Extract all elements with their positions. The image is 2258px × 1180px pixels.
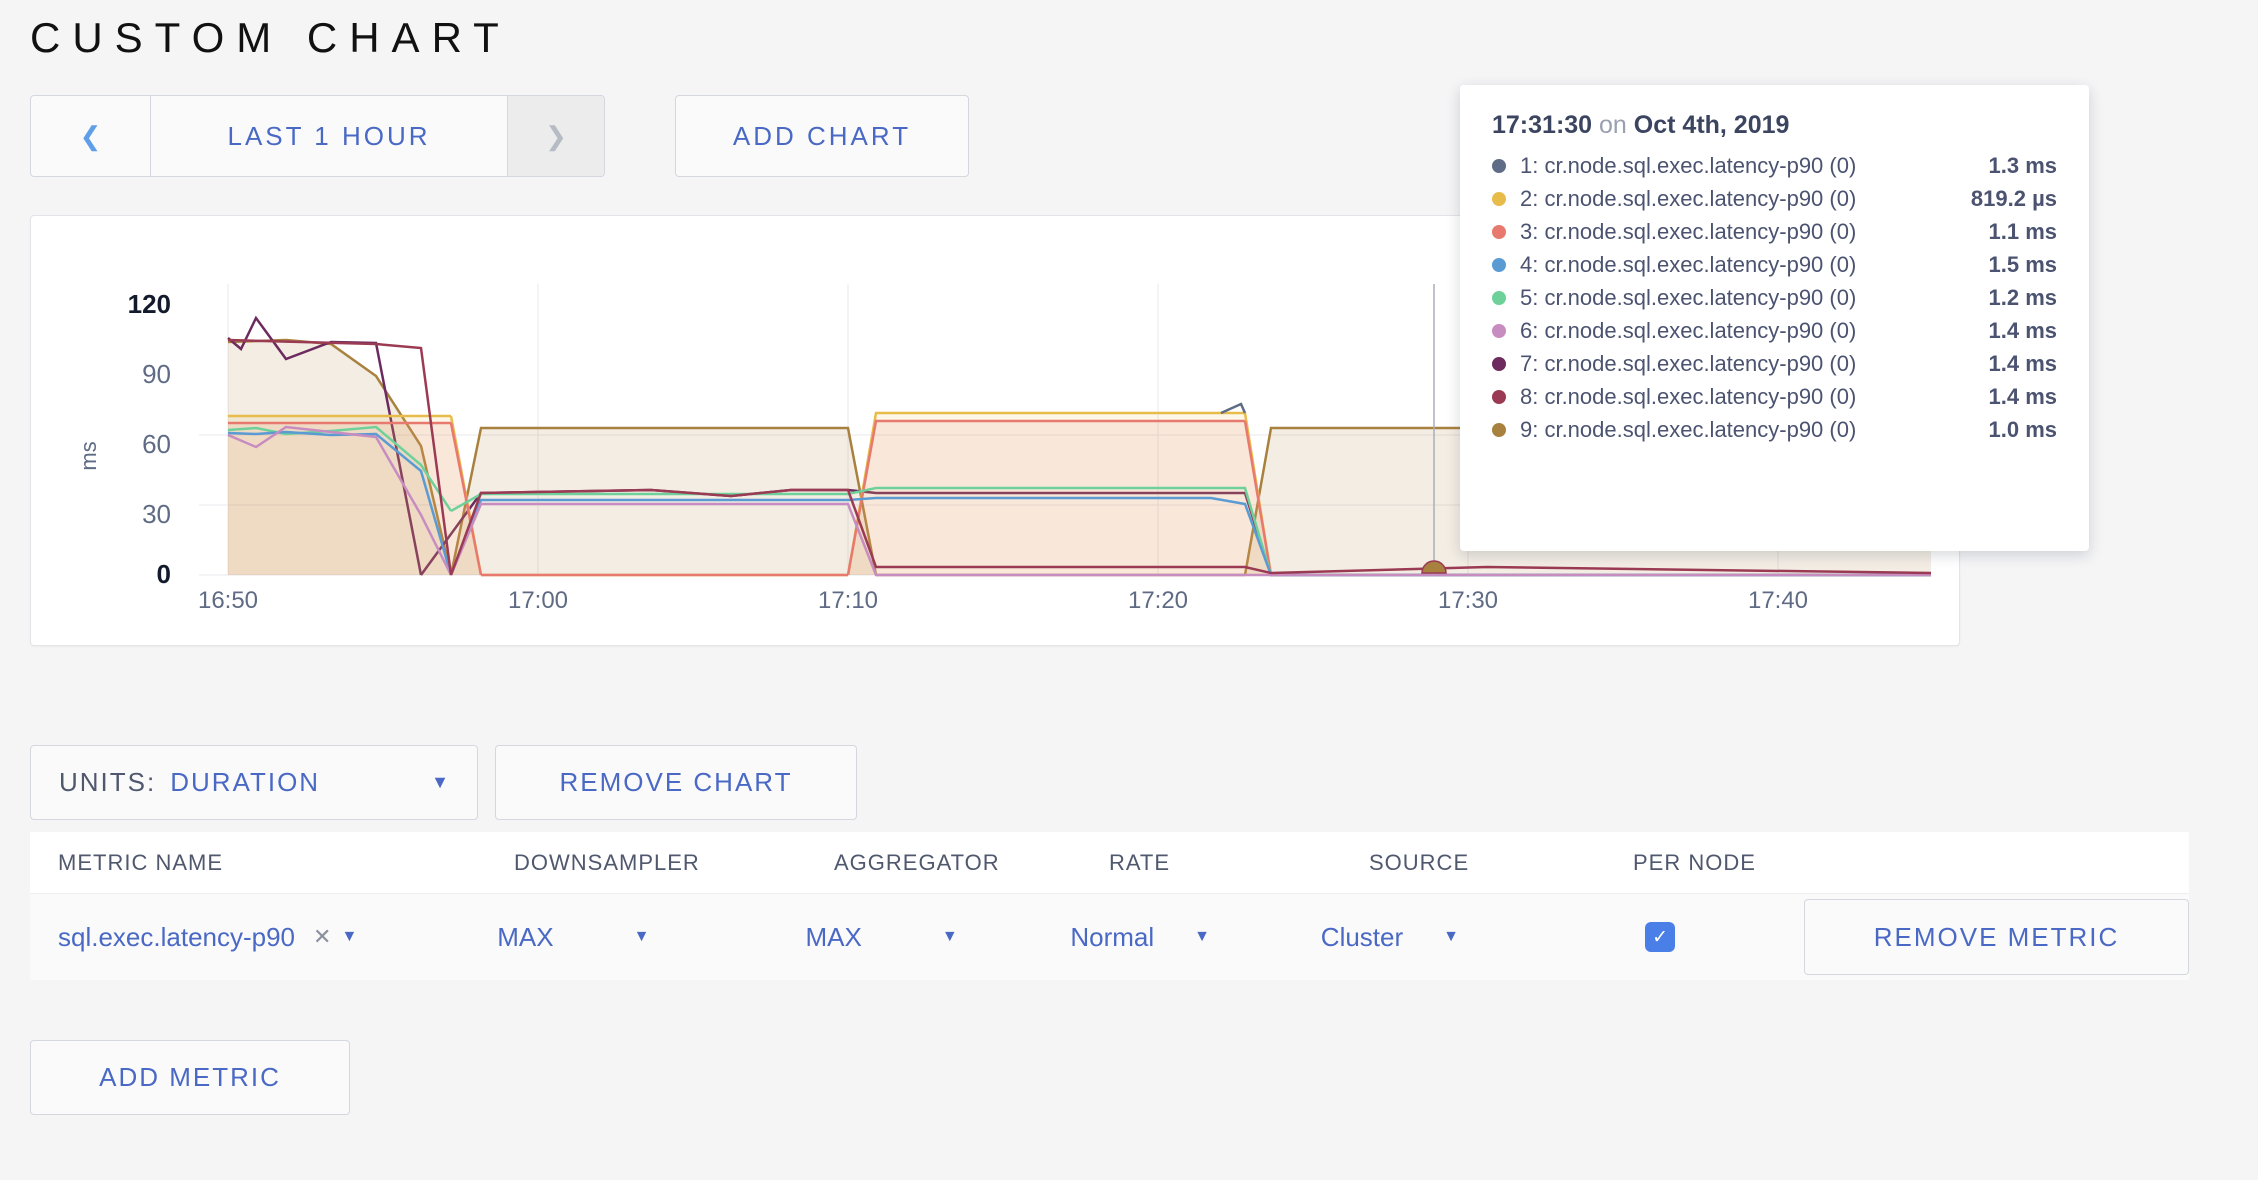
svg-text:0: 0 (157, 559, 171, 589)
svg-text:17:10: 17:10 (818, 587, 878, 614)
svg-text:120: 120 (128, 289, 171, 319)
svg-text:17:00: 17:00 (508, 587, 568, 614)
svg-text:60: 60 (142, 429, 171, 459)
svg-text:30: 30 (142, 499, 171, 529)
svg-text:90: 90 (142, 359, 171, 389)
svg-text:ms: ms (76, 441, 101, 470)
svg-text:17:30: 17:30 (1438, 587, 1498, 614)
svg-text:17:40: 17:40 (1748, 587, 1808, 614)
svg-text:16:50: 16:50 (198, 587, 258, 614)
svg-text:17:20: 17:20 (1128, 587, 1188, 614)
